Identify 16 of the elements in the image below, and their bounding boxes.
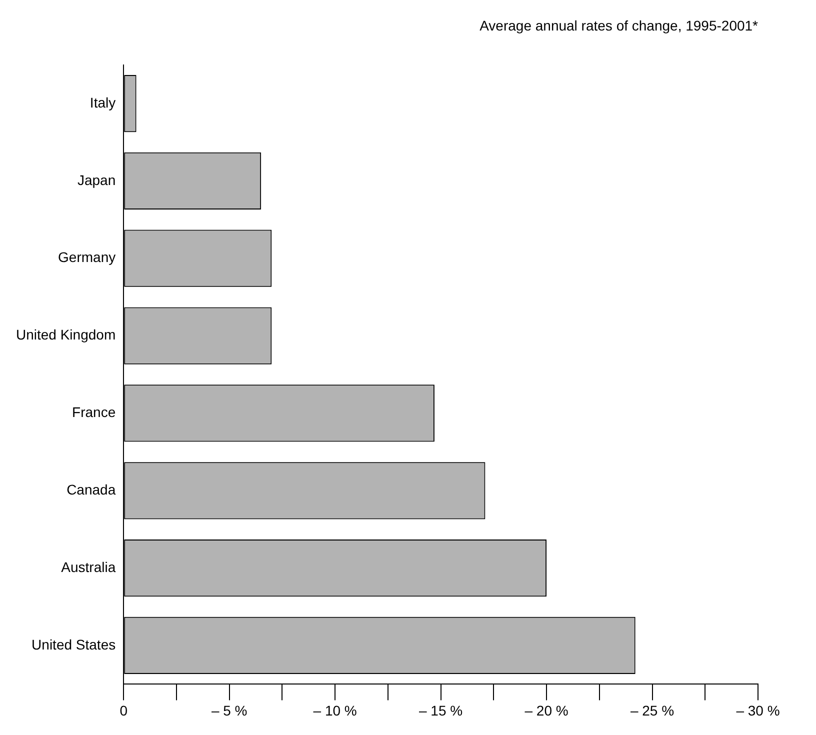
x-tick-label: – 10 %: [313, 702, 357, 718]
y-tick-label: United Kingdom: [16, 326, 116, 343]
y-tick-label: Japan: [77, 172, 116, 188]
y-tick-label: Canada: [66, 481, 116, 498]
y-tick-label: France: [72, 404, 116, 420]
x-tick-label: 0: [120, 702, 128, 718]
x-tick-label: – 20 %: [524, 702, 568, 718]
y-tick-label: Germany: [58, 249, 116, 266]
chart-title: Average annual rates of change, 1995-2001*: [480, 17, 759, 34]
x-tick-label: – 30 %: [736, 702, 780, 718]
y-tick-label: Italy: [90, 94, 116, 110]
x-tick-label: – 15 %: [419, 702, 463, 718]
x-tick-label: – 5 %: [211, 702, 248, 718]
y-tick-label: Australia: [61, 558, 116, 575]
x-tick-label: – 25 %: [630, 702, 674, 718]
y-tick-label: United States: [32, 636, 116, 652]
